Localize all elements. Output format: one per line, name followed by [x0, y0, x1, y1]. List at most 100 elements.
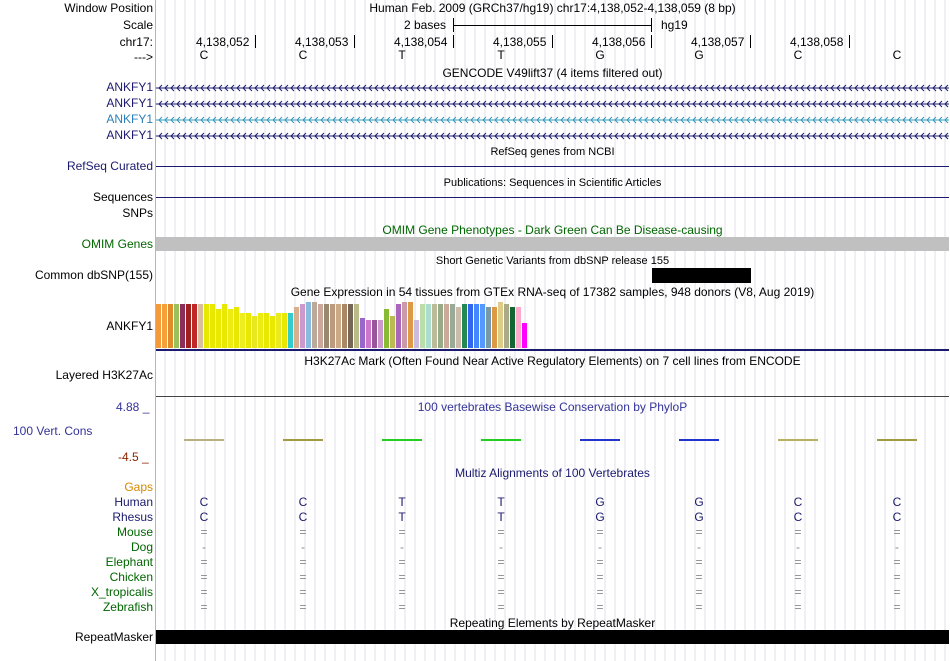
- publications-line[interactable]: [156, 197, 949, 198]
- h3k27-title[interactable]: H3K27Ac Mark (Often Found Near Active Re…: [304, 354, 801, 368]
- species-label-elephant[interactable]: Elephant: [105, 555, 153, 569]
- gtex-gene-label[interactable]: ANKFY1: [106, 319, 153, 333]
- gtex-tissue-bar[interactable]: [360, 318, 365, 348]
- gtex-tissue-bar[interactable]: [486, 307, 491, 348]
- species-label-rhesus[interactable]: Rhesus: [112, 510, 153, 524]
- phylop-score-mark[interactable]: [679, 439, 719, 441]
- gtex-tissue-bar[interactable]: [498, 302, 503, 348]
- gencode-gene-3[interactable]: ANKFY1: [106, 112, 153, 126]
- gtex-tissue-bar[interactable]: [378, 320, 383, 348]
- multiz-title[interactable]: Multiz Alignments of 100 Vertebrates: [455, 466, 650, 480]
- phylop-score-mark[interactable]: [283, 439, 323, 441]
- gtex-tissue-bar[interactable]: [300, 304, 305, 348]
- gtex-tissue-bar[interactable]: [438, 304, 443, 348]
- gtex-tissue-bar[interactable]: [204, 304, 209, 348]
- repeatmasker-title[interactable]: Repeating Elements by RepeatMasker: [449, 616, 656, 630]
- phylop-title[interactable]: 100 vertebrates Basewise Conservation by…: [417, 400, 688, 414]
- species-label-chicken[interactable]: Chicken: [109, 570, 153, 584]
- gtex-tissue-bar[interactable]: [456, 307, 461, 348]
- gtex-tissue-bar[interactable]: [318, 304, 323, 348]
- phylop-score-mark[interactable]: [778, 439, 818, 441]
- gtex-tissue-bar[interactable]: [420, 304, 425, 348]
- gtex-tissue-bar[interactable]: [270, 316, 275, 348]
- phylop-label[interactable]: 100 Vert. Cons: [13, 424, 93, 438]
- gtex-tissue-bar[interactable]: [342, 304, 347, 348]
- gencode-title[interactable]: GENCODE V49lift37 (4 items filtered out): [442, 66, 663, 80]
- snps-label[interactable]: SNPs: [122, 206, 153, 220]
- gtex-tissue-bar[interactable]: [234, 307, 239, 348]
- gtex-tissue-bar[interactable]: [282, 313, 287, 348]
- gtex-tissue-bar[interactable]: [198, 304, 203, 348]
- gtex-tissue-bar[interactable]: [156, 304, 161, 348]
- gtex-tissue-bar[interactable]: [384, 309, 389, 348]
- phylop-score-mark[interactable]: [877, 439, 917, 441]
- gtex-tissue-bar[interactable]: [288, 313, 293, 348]
- gtex-tissue-bar[interactable]: [426, 304, 431, 348]
- gtex-tissue-bar[interactable]: [408, 302, 413, 348]
- gtex-tissue-bar[interactable]: [252, 316, 257, 348]
- gencode-transcripts[interactable]: [156, 80, 949, 144]
- phylop-track[interactable]: [156, 432, 949, 446]
- gtex-tissue-bar[interactable]: [324, 304, 329, 348]
- gtex-tissue-bar[interactable]: [258, 313, 263, 348]
- omim-bar[interactable]: [156, 237, 949, 251]
- h3k27-label[interactable]: Layered H3K27Ac: [55, 368, 153, 382]
- gtex-tissue-bar[interactable]: [504, 304, 509, 348]
- gtex-tissue-bar[interactable]: [372, 320, 377, 348]
- gtex-tissue-bar[interactable]: [246, 313, 251, 348]
- gtex-tissue-bar[interactable]: [330, 304, 335, 348]
- gtex-tissue-bar[interactable]: [492, 307, 497, 348]
- gtex-tissue-bar[interactable]: [462, 304, 467, 348]
- gtex-tissue-bar[interactable]: [432, 304, 437, 348]
- gtex-tissue-bar[interactable]: [276, 313, 281, 348]
- phylop-score-mark[interactable]: [184, 439, 224, 441]
- gtex-tissue-bar[interactable]: [294, 307, 299, 348]
- gtex-tissue-bar[interactable]: [216, 309, 221, 348]
- gtex-tissue-bar[interactable]: [468, 304, 473, 348]
- publications-label[interactable]: Sequences: [92, 190, 153, 204]
- refseq-label[interactable]: RefSeq Curated: [66, 159, 153, 173]
- species-label-x-tropicalis[interactable]: X_tropicalis: [90, 585, 153, 599]
- gtex-tissue-bar[interactable]: [180, 304, 185, 348]
- refseq-title[interactable]: RefSeq genes from NCBI: [490, 146, 615, 158]
- refseq-line[interactable]: [156, 166, 949, 167]
- gtex-tissue-bar[interactable]: [510, 307, 515, 348]
- dbsnp-title[interactable]: Short Genetic Variants from dbSNP releas…: [435, 255, 670, 267]
- gtex-tissue-bar[interactable]: [414, 320, 419, 348]
- phylop-score-mark[interactable]: [580, 439, 620, 441]
- gtex-tissue-bar[interactable]: [312, 302, 317, 348]
- gtex-title[interactable]: Gene Expression in 54 tissues from GTEx …: [290, 285, 815, 299]
- gtex-tissue-bar[interactable]: [186, 304, 191, 348]
- gencode-gene-4[interactable]: ANKFY1: [106, 128, 153, 142]
- gtex-tissue-bar[interactable]: [516, 307, 521, 348]
- gencode-gene-1[interactable]: ANKFY1: [106, 80, 153, 94]
- gtex-tissue-bar[interactable]: [240, 313, 245, 348]
- gtex-tissue-bar[interactable]: [390, 316, 395, 348]
- gtex-tissue-bar[interactable]: [402, 302, 407, 348]
- gtex-tissue-bar[interactable]: [396, 304, 401, 348]
- gtex-tissue-bar[interactable]: [474, 304, 479, 348]
- species-label-dog[interactable]: Dog: [130, 540, 153, 554]
- gtex-tissue-bar[interactable]: [522, 323, 527, 348]
- gtex-tissue-bar[interactable]: [306, 302, 311, 348]
- phylop-score-mark[interactable]: [382, 439, 422, 441]
- gtex-tissue-bar[interactable]: [210, 304, 215, 348]
- species-label-zebrafish[interactable]: Zebrafish: [102, 600, 153, 614]
- gtex-tissue-bar[interactable]: [480, 304, 485, 348]
- gencode-gene-2[interactable]: ANKFY1: [106, 96, 153, 110]
- omim-title[interactable]: OMIM Gene Phenotypes - Dark Green Can Be…: [382, 223, 723, 237]
- omim-label[interactable]: OMIM Genes: [81, 237, 153, 251]
- gtex-tissue-bar[interactable]: [354, 304, 359, 348]
- gtex-tissue-bar[interactable]: [444, 304, 449, 348]
- species-label-mouse[interactable]: Mouse: [116, 525, 153, 539]
- repeatmasker-bar[interactable]: [156, 630, 949, 644]
- repeatmasker-label[interactable]: RepeatMasker: [74, 630, 153, 644]
- species-label-human[interactable]: Human: [114, 495, 153, 509]
- gtex-tissue-bar[interactable]: [162, 304, 167, 348]
- gtex-tissue-bar[interactable]: [264, 313, 269, 348]
- gtex-tissue-bar[interactable]: [366, 320, 371, 348]
- gtex-tissue-bar[interactable]: [222, 304, 227, 348]
- gtex-bar-chart[interactable]: [156, 302, 949, 352]
- assembly-title[interactable]: Human Feb. 2009 (GRCh37/hg19) chr17:4,13…: [369, 1, 736, 15]
- gtex-tissue-bar[interactable]: [228, 309, 233, 348]
